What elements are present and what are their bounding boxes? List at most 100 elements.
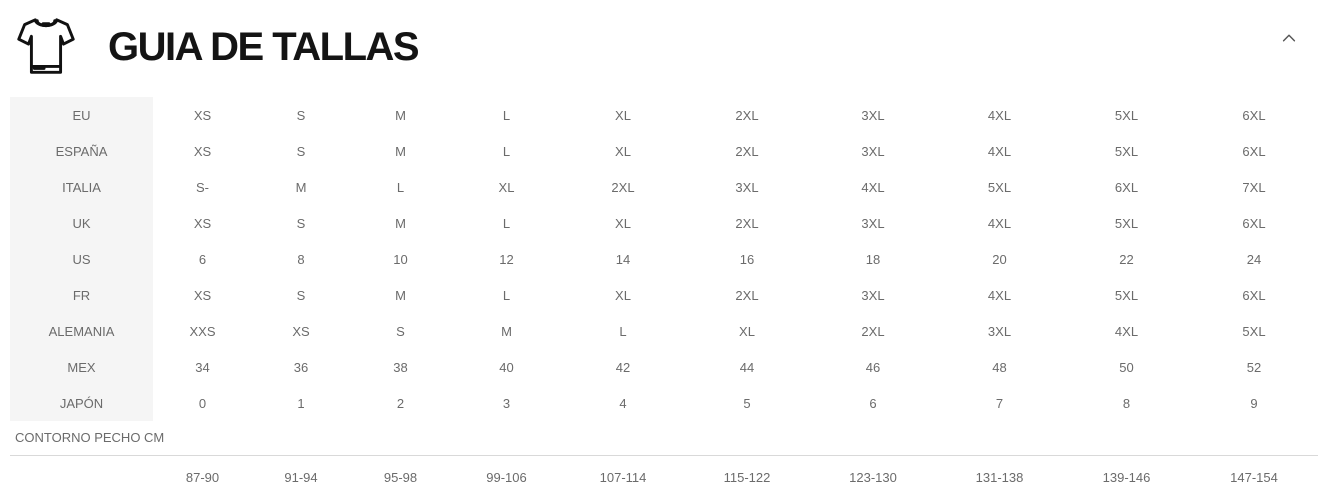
size-cell: 52	[1246, 359, 1262, 375]
size-cell: M	[501, 323, 512, 339]
size-cell: XS	[292, 323, 310, 339]
size-cell: 36	[293, 359, 309, 375]
size-cell: XL	[739, 323, 755, 339]
chest-range-cell: 107-114	[599, 469, 647, 485]
size-cell: 2XL	[735, 107, 759, 123]
size-cell: S	[396, 323, 405, 339]
size-cell: S	[296, 143, 306, 159]
size-cell: 4XL	[987, 215, 1012, 231]
region-label: MEX	[10, 349, 153, 385]
size-cell: L	[502, 107, 511, 123]
size-cell: S	[296, 215, 306, 231]
size-cell: 1	[297, 395, 305, 411]
region-label: US	[10, 241, 153, 277]
size-cell: 7XL	[1242, 179, 1266, 195]
chest-label-row: CONTORNO PECHO CM	[10, 421, 1318, 456]
size-cell: 44	[739, 359, 755, 375]
size-cell: S	[296, 287, 306, 303]
size-cell: 48	[992, 359, 1007, 375]
chest-range-cell: 91-94	[284, 469, 318, 485]
size-cell: M	[395, 143, 406, 159]
size-cell: 50	[1119, 359, 1134, 375]
size-cell: XL	[615, 107, 631, 123]
size-cell: 3XL	[861, 287, 885, 303]
table-row: UK XS S M L XL 2XL 3XL 4XL 5XL 6XL	[10, 205, 1318, 241]
size-cell: 9	[1250, 395, 1258, 411]
size-cell: 2XL	[611, 179, 635, 195]
page-title: GUIA DE TALLAS	[108, 24, 420, 69]
size-cell: 8	[297, 251, 305, 267]
size-cell: XS	[193, 215, 212, 231]
size-cell: 6XL	[1242, 143, 1266, 159]
size-cell: 4	[619, 395, 627, 411]
size-cell: 14	[615, 251, 631, 267]
size-cell: S	[296, 107, 306, 123]
chest-section: CONTORNO PECHO CM 87-90 91-94 95-98 99-106 1…	[10, 421, 1318, 499]
size-cell: XL	[498, 179, 515, 195]
size-cell: 0	[198, 395, 207, 411]
size-cell: 3XL	[861, 143, 885, 159]
chest-range-cell: 139-146	[1102, 469, 1151, 485]
size-cell: 5XL	[1114, 107, 1139, 123]
size-cell: 8	[1122, 395, 1131, 411]
size-table: EU XS S M L XL 2XL 3XL 4XL 5XL 6XL ESPAÑA XS S M L XL 2XL…	[10, 97, 1318, 499]
size-cell: 5XL	[1242, 323, 1266, 339]
size-cell: 10	[393, 251, 408, 267]
size-cell: 38	[393, 359, 408, 375]
size-cell: 6	[869, 395, 877, 411]
size-cell: 6XL	[1242, 107, 1266, 123]
size-cell: M	[395, 287, 406, 303]
region-label: ESPAÑA	[10, 133, 153, 169]
chest-range-cell: 95-98	[383, 469, 418, 485]
size-cell: 5XL	[1114, 287, 1139, 303]
size-cell: 2XL	[735, 287, 759, 303]
size-cell: 2XL	[861, 323, 885, 339]
region-label: FR	[10, 277, 153, 313]
size-cell: 4XL	[861, 179, 885, 195]
size-cell: 4XL	[1114, 323, 1139, 339]
region-label: UK	[10, 205, 153, 241]
size-cell: M	[395, 107, 406, 123]
size-cell: 6XL	[1114, 179, 1139, 195]
size-cell: M	[395, 215, 406, 231]
size-cell: 18	[865, 251, 881, 267]
size-cell: L	[502, 215, 511, 231]
size-cell: M	[295, 179, 307, 195]
chest-range-cell: 99-106	[486, 469, 527, 485]
chest-range-cell: 87-90	[185, 469, 220, 485]
region-label: ALEMANIA	[10, 313, 153, 349]
size-cell: 3XL	[861, 107, 885, 123]
size-cell: 5XL	[1114, 143, 1139, 159]
chest-range-cell: 131-138	[975, 469, 1024, 485]
size-cell: L	[502, 143, 511, 159]
size-cell: 2	[396, 395, 405, 411]
size-cell: 40	[499, 359, 514, 375]
size-cell: L	[619, 323, 627, 339]
size-cell: XS	[193, 287, 212, 303]
chevron-up-icon[interactable]	[1276, 25, 1302, 51]
chest-values-spacer	[10, 455, 153, 499]
size-cell: XL	[615, 215, 631, 231]
size-cell: XL	[615, 287, 631, 303]
region-label: ITALIA	[10, 169, 153, 205]
size-cell: 34	[195, 359, 210, 375]
chest-range-cell: 123-130	[849, 469, 897, 485]
size-rows-body: EU XS S M L XL 2XL 3XL 4XL 5XL 6XL ESPAÑA XS S M L XL 2XL…	[10, 97, 1318, 421]
table-row: ESPAÑA XS S M L XL 2XL 3XL 4XL 5XL 6XL	[10, 133, 1318, 169]
size-cell: 3	[502, 395, 511, 411]
size-cell: 16	[739, 251, 755, 267]
size-cell: 4XL	[987, 287, 1012, 303]
size-cell: 4XL	[987, 107, 1012, 123]
chest-range-cell: 115-122	[723, 469, 771, 485]
size-cell: 6XL	[1242, 215, 1266, 231]
size-cell: 12	[499, 251, 514, 267]
size-cell: XL	[615, 143, 631, 159]
size-cell: 6XL	[1242, 287, 1266, 303]
size-cell: 4XL	[987, 143, 1012, 159]
table-row: ITALIA S- M L XL 2XL 3XL 4XL 5XL 6XL 7XL	[10, 169, 1318, 205]
size-cell: 6	[198, 251, 207, 267]
table-row: EU XS S M L XL 2XL 3XL 4XL 5XL 6XL	[10, 97, 1318, 133]
table-row: US 6 8 10 12 14 16 18 20 22 24	[10, 241, 1318, 277]
table-row: MEX 34 36 38 40 42 44 46 48 50 52	[10, 349, 1318, 385]
